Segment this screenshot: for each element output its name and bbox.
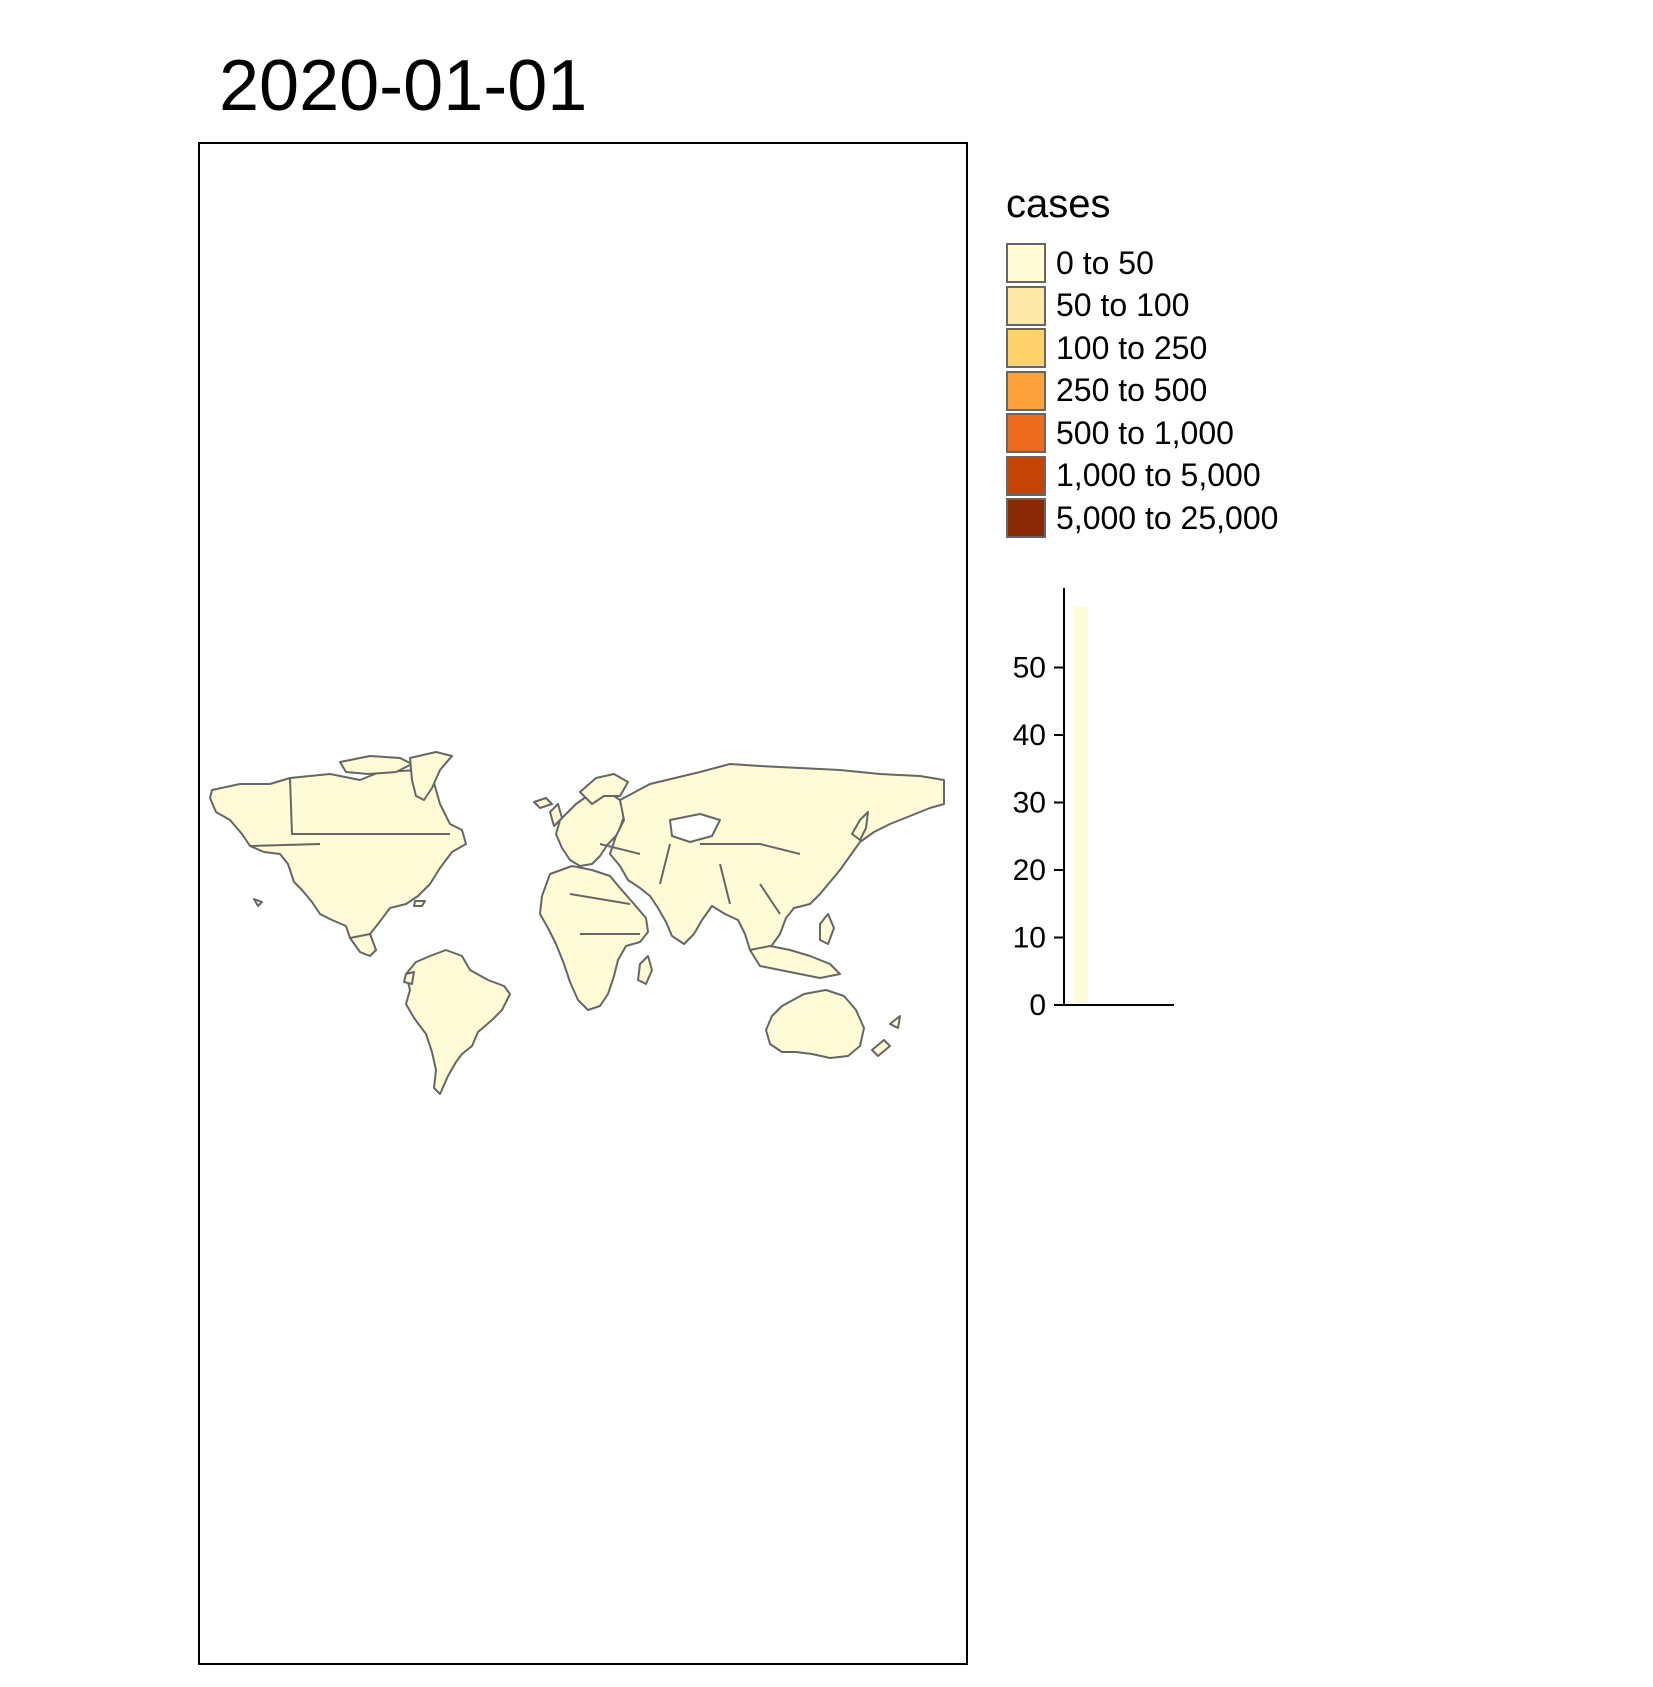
region-new-zealand: [871, 1015, 901, 1057]
legend-label: 50 to 100: [1056, 287, 1190, 324]
legend-item: 0 to 50: [1006, 242, 1278, 285]
histogram-tick-label: 50: [1013, 652, 1046, 685]
legend-swatch: [1006, 370, 1046, 411]
legend-histogram: 0 10 20 30 40 50: [1013, 588, 1174, 1020]
region-south-america-west: [403, 971, 415, 985]
legend-item: 50 to 100: [1006, 285, 1278, 328]
region-madagascar: [637, 955, 653, 985]
legend-label: 100 to 250: [1056, 329, 1208, 366]
region-scandinavia: [579, 773, 629, 805]
region-southeast-asia: [749, 945, 841, 979]
legend-swatch: [1006, 498, 1046, 539]
histogram-bar: [1074, 606, 1088, 1005]
region-arctic-islands: [339, 755, 413, 775]
region-interior-gap: [669, 813, 721, 843]
region-japan: [851, 811, 869, 841]
legend-items: 0 to 50 50 to 100 100 to 250 250 to 500 …: [1006, 242, 1278, 540]
legend-label: 0 to 50: [1056, 244, 1154, 281]
legend: cases 0 to 50 50 to 100 100 to 250 250 t…: [1006, 184, 1278, 540]
region-south-america: [405, 949, 511, 1095]
histogram-tick-label: 40: [1013, 719, 1046, 752]
histogram-tick-label: 20: [1013, 854, 1046, 887]
map-title: 2020-01-01: [219, 46, 588, 126]
region-australia: [765, 989, 865, 1059]
region-philippines: [819, 913, 835, 945]
map-panel: [198, 142, 968, 1665]
legend-item: 1,000 to 5,000: [1006, 455, 1278, 498]
histogram-tick-label: 10: [1013, 922, 1046, 955]
region-north-america: [209, 769, 467, 955]
region-africa: [539, 865, 649, 1011]
country-borders: [249, 777, 801, 935]
histogram-tick-label: 0: [1029, 989, 1046, 1020]
histogram-bars: [1074, 606, 1088, 1005]
legend-swatch: [1006, 413, 1046, 454]
legend-label: 500 to 1,000: [1056, 414, 1234, 451]
region-hawaii: [253, 898, 263, 907]
histogram-y-axis: 0 10 20 30 40 50: [1013, 652, 1064, 1020]
legend-label: 1,000 to 5,000: [1056, 457, 1261, 494]
legend-item: 500 to 1,000: [1006, 412, 1278, 455]
legend-swatch: [1006, 455, 1046, 496]
world-map: [209, 751, 945, 1095]
legend-swatch: [1006, 285, 1046, 326]
region-asia: [609, 763, 945, 961]
histogram-tick-label: 30: [1013, 787, 1046, 820]
legend-title: cases: [1006, 182, 1111, 226]
legend-label: 250 to 500: [1056, 372, 1208, 409]
region-caribbean: [413, 900, 426, 907]
region-central-america: [349, 933, 377, 957]
region-uk: [549, 803, 563, 827]
legend-item: 250 to 500: [1006, 370, 1278, 413]
legend-swatch: [1006, 328, 1046, 369]
legend-item: 5,000 to 25,000: [1006, 497, 1278, 540]
region-greenland: [409, 751, 453, 801]
region-iceland: [533, 797, 553, 809]
legend-label: 5,000 to 25,000: [1056, 499, 1279, 536]
legend-swatch: [1006, 243, 1046, 284]
legend-item: 100 to 250: [1006, 327, 1278, 370]
